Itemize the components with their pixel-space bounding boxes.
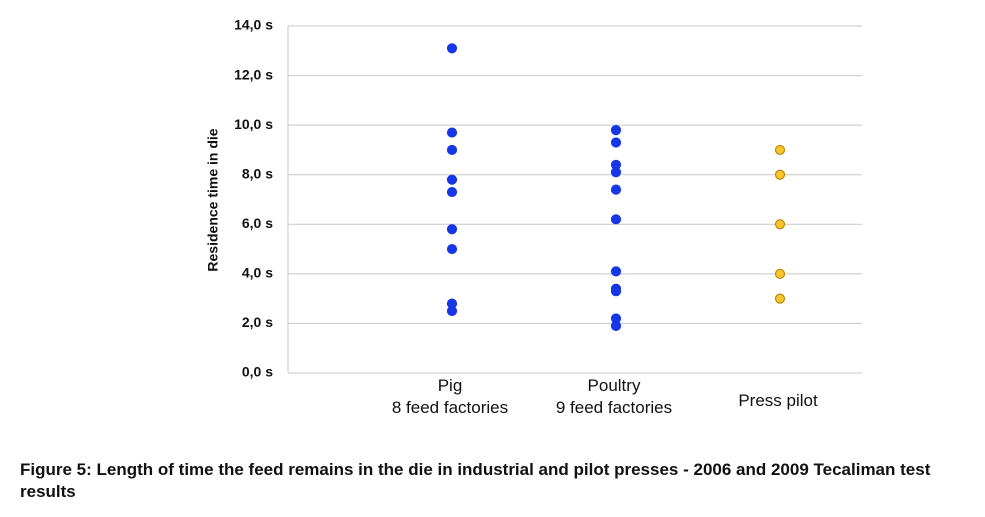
data-point	[774, 293, 786, 304]
data-point	[774, 144, 786, 156]
y-tick-label: 0,0 s	[242, 364, 273, 380]
data-point	[610, 137, 622, 148]
data-point	[446, 43, 458, 54]
y-tick-label: 8,0 s	[242, 165, 273, 181]
y-tick-label: 2,0 s	[242, 314, 273, 330]
data-point	[610, 167, 622, 178]
y-tick-label: 4,0 s	[242, 265, 273, 281]
y-tick-label: 14,0 s	[234, 17, 273, 33]
y-tick-label: 10,0 s	[234, 116, 273, 132]
data-point	[446, 174, 458, 185]
y-tick-label: 6,0 s	[242, 215, 273, 231]
caption: Figure 5: Length of time the feed remain…	[20, 460, 931, 501]
data-point	[446, 186, 458, 198]
y-axis-label: Residence time in die	[205, 128, 221, 271]
x-tick-label: Poultry 9 feed factories	[534, 375, 694, 419]
data-point	[446, 144, 458, 156]
data-point	[774, 169, 786, 180]
data-point	[610, 214, 622, 225]
x-tick-label: Press pilot	[698, 390, 858, 412]
data-point	[610, 184, 622, 195]
data-point	[610, 320, 622, 332]
data-point	[610, 266, 622, 277]
data-point	[446, 305, 458, 317]
x-tick-label: Pig 8 feed factories	[370, 375, 530, 419]
data-point	[774, 219, 786, 230]
y-tick-label: 12,0 s	[234, 66, 273, 82]
data-point	[446, 127, 458, 138]
data-point	[446, 243, 458, 255]
data-point	[446, 224, 458, 235]
data-point	[610, 125, 622, 136]
data-point	[774, 268, 786, 279]
data-point	[610, 286, 622, 297]
